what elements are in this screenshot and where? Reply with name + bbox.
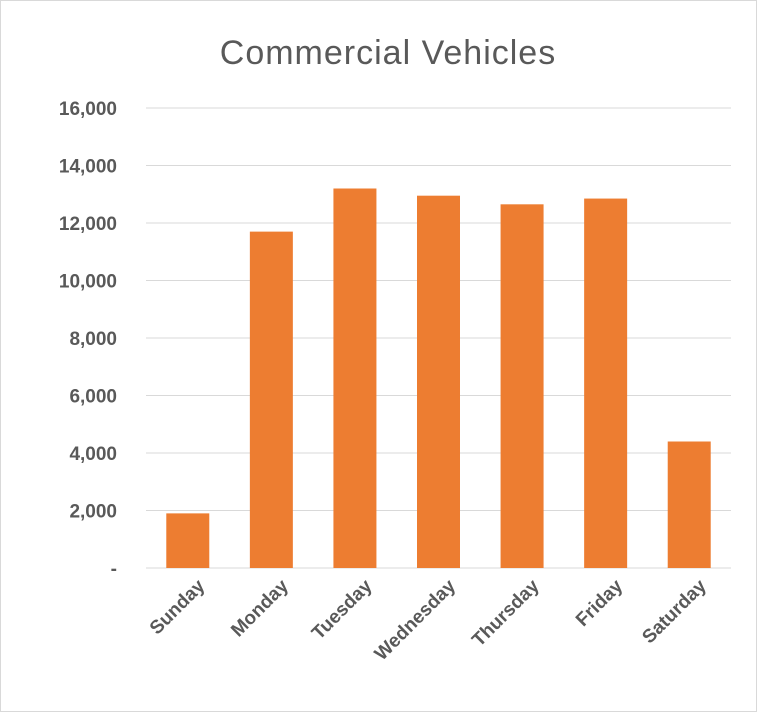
bar-sunday	[166, 513, 210, 568]
y-tick-label: 2,000	[69, 502, 117, 523]
x-tick-label: Monday	[227, 575, 293, 641]
y-tick-label: 10,000	[59, 272, 117, 293]
y-tick-label: 4,000	[69, 444, 117, 465]
bar-friday	[584, 198, 628, 568]
x-tick-label: Thursday	[468, 575, 544, 651]
y-tick-label: 6,000	[69, 387, 117, 408]
y-axis-tick-labels: - 2,000 4,000 6,000 8,000 10,000 12,000 14,000 1…	[59, 99, 117, 580]
y-tick-label: 12,000	[59, 214, 117, 235]
bar-monday	[249, 231, 293, 568]
bar-saturday	[667, 441, 711, 568]
x-tick-label: Friday	[572, 575, 627, 630]
y-tick-label: -	[111, 559, 117, 580]
bar-thursday	[500, 204, 544, 568]
bars	[166, 188, 711, 568]
y-tick-label: 14,000	[59, 157, 117, 178]
chart-title: Commercial Vehicles	[220, 34, 556, 72]
y-tick-label: 16,000	[59, 99, 117, 120]
bar-tuesday	[333, 188, 377, 568]
bar-wednesday	[417, 195, 460, 568]
x-tick-label: Wednesday	[371, 575, 461, 665]
x-tick-label: Saturday	[638, 575, 711, 648]
x-tick-label: Sunday	[146, 575, 210, 639]
y-tick-label: 8,000	[69, 329, 117, 350]
x-tick-label: Tuesday	[308, 575, 377, 644]
